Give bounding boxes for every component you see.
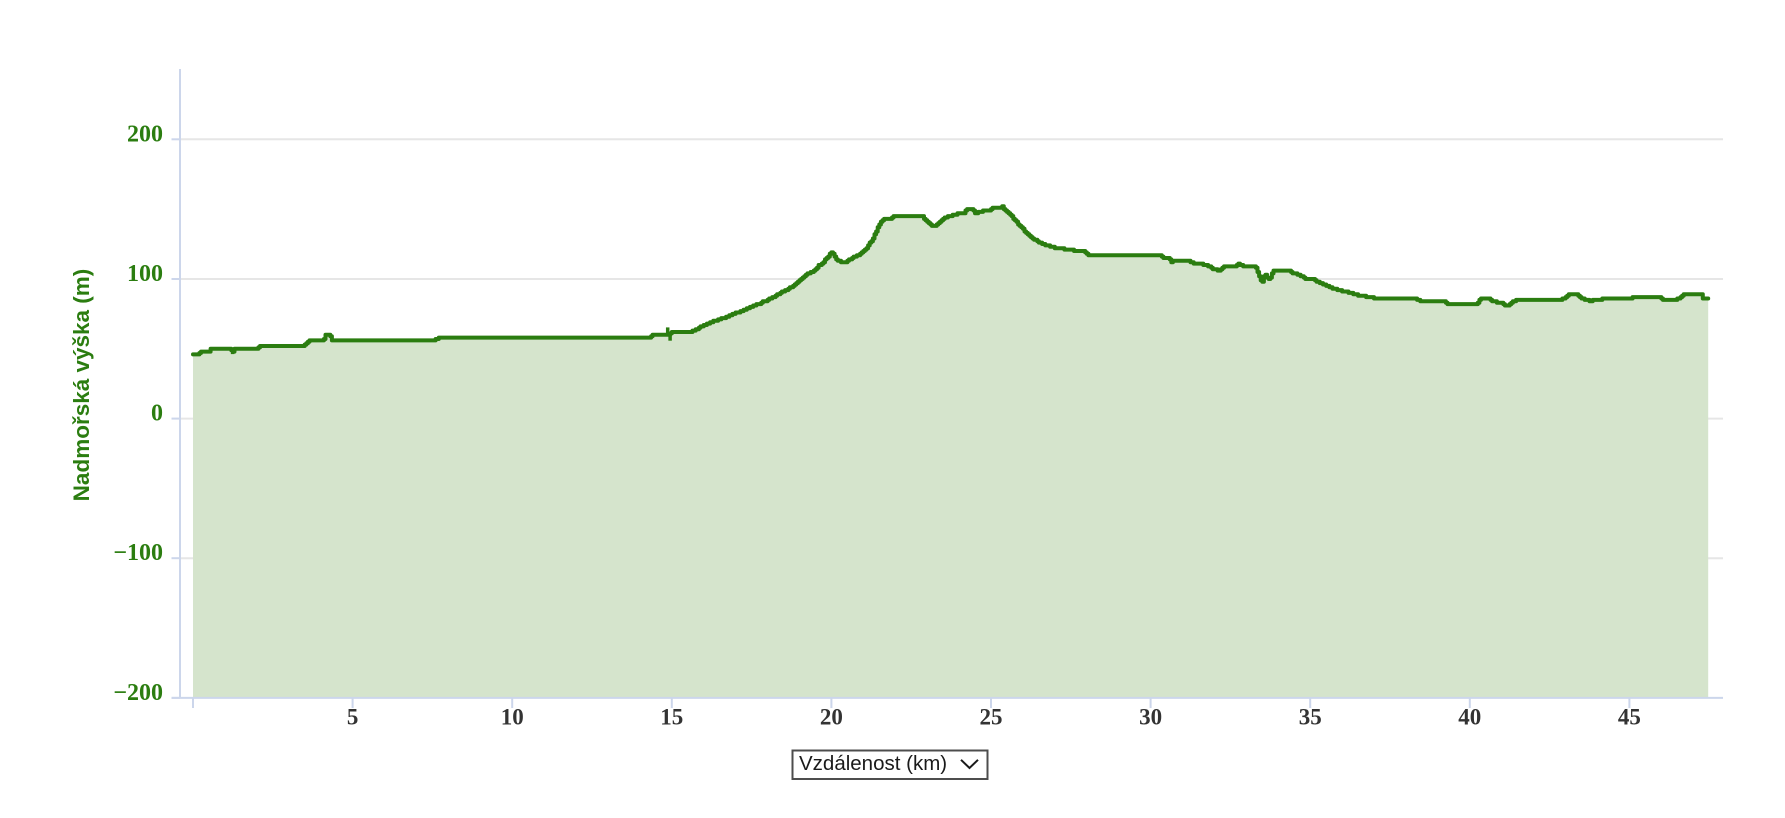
svg-text:200: 200: [127, 121, 163, 147]
svg-text:100: 100: [127, 261, 163, 287]
svg-text:−200: −200: [113, 680, 163, 706]
svg-text:15: 15: [660, 705, 683, 730]
svg-text:35: 35: [1299, 705, 1322, 730]
svg-text:−100: −100: [113, 540, 163, 566]
svg-text:20: 20: [820, 705, 843, 730]
svg-text:Nadmořská výška (m): Nadmořská výška (m): [69, 269, 94, 502]
svg-text:5: 5: [347, 705, 359, 730]
svg-text:0: 0: [151, 401, 163, 427]
svg-text:45: 45: [1618, 705, 1641, 730]
svg-text:10: 10: [501, 705, 524, 730]
svg-text:40: 40: [1458, 705, 1481, 730]
svg-text:Vzdálenost (km): Vzdálenost (km): [799, 752, 947, 775]
svg-text:30: 30: [1139, 705, 1162, 730]
svg-text:25: 25: [980, 705, 1003, 730]
